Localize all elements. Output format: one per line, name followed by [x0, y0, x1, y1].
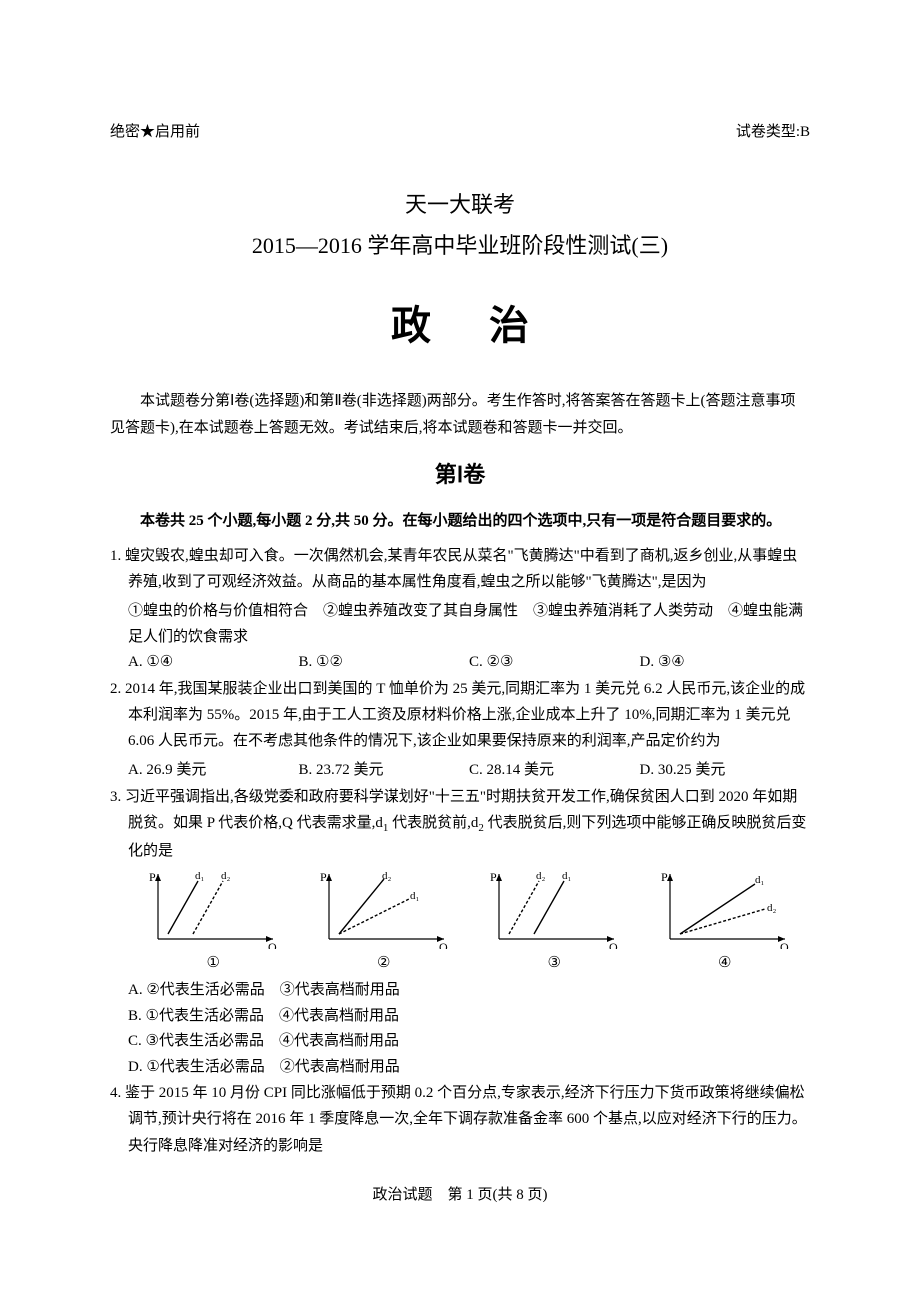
svg-text:d₁: d₁: [410, 890, 420, 902]
svg-text:Q: Q: [780, 940, 789, 949]
subject-title: 政 治: [110, 292, 810, 360]
chart-1-label: ①: [138, 951, 288, 977]
svg-text:P: P: [149, 870, 156, 884]
svg-text:d₂: d₂: [767, 902, 777, 914]
page-footer: 政治试题 第 1 页(共 8 页): [110, 1183, 810, 1209]
svg-text:d₁: d₁: [195, 870, 205, 882]
q1-stem: 1. 蝗灾毁农,蝗虫却可入食。一次偶然机会,某青年农民从菜名"飞黄腾达"中看到了…: [110, 543, 810, 596]
svg-text:d₁: d₁: [755, 874, 765, 886]
q1-options: A. ①④ B. ①② C. ②③ D. ③④: [110, 650, 810, 676]
q3-opt-a: A. ②代表生活必需品 ③代表高档耐用品: [128, 978, 810, 1004]
chart-4: P Q d₁ d₂ ④: [650, 869, 800, 977]
q3-opt-d: D. ①代表生活必需品 ②代表高档耐用品: [128, 1055, 810, 1081]
q2-opt-a: A. 26.9 美元: [128, 758, 299, 784]
chart-2: P Q d₂ d₁ ②: [309, 869, 459, 977]
q4-stem: 4. 鉴于 2015 年 10 月份 CPI 同比涨幅低于预期 0.2 个百分点…: [110, 1080, 810, 1159]
q2-opt-c: C. 28.14 美元: [469, 758, 640, 784]
svg-text:P: P: [661, 870, 668, 884]
svg-text:Q: Q: [268, 940, 277, 949]
q1-sub: ①蝗虫的价格与价值相符合 ②蝗虫养殖改变了其自身属性 ③蝗虫养殖消耗了人类劳动 …: [110, 599, 810, 650]
q1-opt-b: B. ①②: [299, 650, 470, 676]
chart-4-label: ④: [650, 951, 800, 977]
svg-text:P: P: [490, 870, 497, 884]
q3-opt-b: B. ①代表生活必需品 ④代表高档耐用品: [128, 1004, 810, 1030]
svg-text:Q: Q: [609, 940, 618, 949]
svg-text:P: P: [320, 870, 327, 884]
exam-subtitle: 2015—2016 学年高中毕业班阶段性测试(三): [110, 227, 810, 264]
chart-3: P Q d₂ d₁ ③: [479, 869, 629, 977]
svg-text:d₂: d₂: [382, 870, 392, 882]
q3-charts: P Q d₁ d₂ ① P Q d₂ d₁ ②: [110, 869, 810, 977]
paper-type-label: 试卷类型:B: [736, 120, 810, 146]
exam-intro: 本试题卷分第Ⅰ卷(选择题)和第Ⅱ卷(非选择题)两部分。考生作答时,将答案答在答题…: [110, 388, 810, 442]
q3-options: A. ②代表生活必需品 ③代表高档耐用品 B. ①代表生活必需品 ④代表高档耐用…: [110, 978, 810, 1080]
section-intro: 本卷共 25 个小题,每小题 2 分,共 50 分。在每小题给出的四个选项中,只…: [110, 508, 810, 535]
q2-opt-b: B. 23.72 美元: [299, 758, 470, 784]
header-row: 绝密★启用前 试卷类型:B: [110, 120, 810, 146]
chart-2-label: ②: [309, 951, 459, 977]
q1-opt-c: C. ②③: [469, 650, 640, 676]
secret-label: 绝密★启用前: [110, 120, 200, 146]
q3-stem: 3. 习近平强调指出,各级党委和政府要科学谋划好"十三五"时期扶贫开发工作,确保…: [110, 784, 810, 865]
q1-opt-a: A. ①④: [128, 650, 299, 676]
exam-name: 天一大联考: [110, 186, 810, 223]
q1-opt-d: D. ③④: [640, 650, 811, 676]
chart-3-label: ③: [479, 951, 629, 977]
q2-opt-d: D. 30.25 美元: [640, 758, 811, 784]
section-title: 第Ⅰ卷: [110, 456, 810, 493]
chart-1: P Q d₁ d₂ ①: [138, 869, 288, 977]
q3-opt-c: C. ③代表生活必需品 ④代表高档耐用品: [128, 1029, 810, 1055]
q2-stem: 2. 2014 年,我国某服装企业出口到美国的 T 恤单价为 25 美元,同期汇…: [110, 676, 810, 755]
svg-text:Q: Q: [439, 940, 448, 949]
svg-text:d₂: d₂: [221, 870, 231, 882]
svg-text:d₂: d₂: [536, 870, 546, 882]
svg-text:d₁: d₁: [562, 870, 572, 882]
q2-options: A. 26.9 美元 B. 23.72 美元 C. 28.14 美元 D. 30…: [110, 758, 810, 784]
